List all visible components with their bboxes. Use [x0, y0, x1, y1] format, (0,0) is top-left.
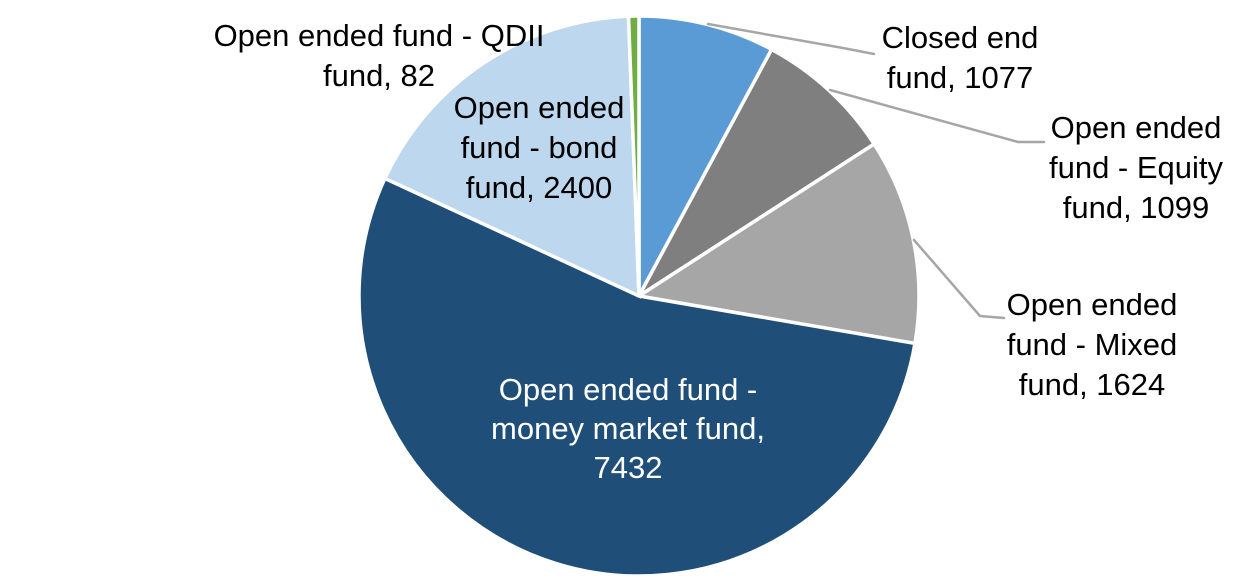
data-label-bond-fund: Open ended fund - bond fund, 2400	[453, 90, 625, 205]
data-label-qdii-fund: Open ended fund - QDII fund, 82	[213, 18, 545, 93]
data-label-money-market-fund: Open ended fund - money market fund, 743…	[491, 372, 765, 485]
data-label-closed-end-fund: Closed end fund, 1077	[881, 20, 1039, 95]
leader-line-closed-end-fund	[706, 22, 876, 56]
leader-line-mixed-fund	[912, 238, 1006, 320]
pie-slice-money-market-fund	[357, 176, 917, 578]
pie-slice-bond-fund	[382, 14, 641, 299]
pie-slice-qdii-fund	[626, 14, 641, 297]
leader-line-equity-fund	[828, 88, 1046, 144]
leader-lines	[706, 22, 1046, 320]
data-label-mixed-fund: Open ended fund - Mixed fund, 1624	[1006, 287, 1178, 402]
pie-slices	[357, 14, 921, 578]
data-label-equity-fund: Open ended fund - Equity fund, 1099	[1048, 110, 1224, 225]
